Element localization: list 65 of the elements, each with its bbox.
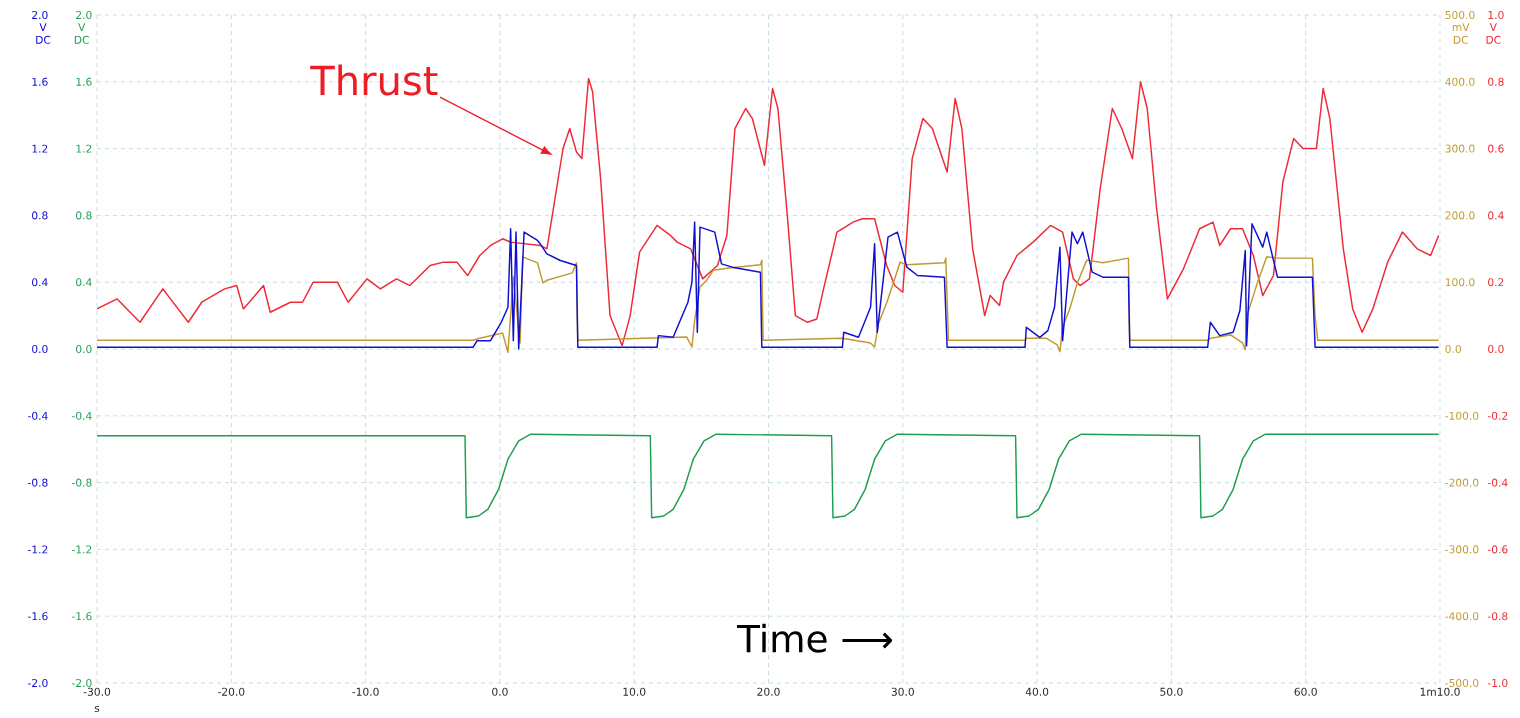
x-tick-label: -20.0 xyxy=(218,687,245,696)
y2-tick-label: 0.4 xyxy=(1488,211,1504,220)
x-tick-label: 30.0 xyxy=(891,687,914,696)
x-tick-label: 20.0 xyxy=(757,687,780,696)
line-series xyxy=(97,433,1440,519)
y-tick-label: 1.6 xyxy=(76,77,92,86)
y3-tick-label: 400.0 xyxy=(1445,77,1475,86)
x-axis-title: s xyxy=(94,705,100,713)
y2-tick-label: 0.2 xyxy=(1488,278,1504,287)
text: V DC xyxy=(36,23,51,44)
x-tick-label: 1m10.0 xyxy=(1420,687,1460,696)
x-tick-label: 40.0 xyxy=(1025,687,1049,696)
y2-tick-label: -0.8 xyxy=(1487,612,1508,621)
y-tick-label: -0.4 xyxy=(72,411,92,420)
text: 2.0 xyxy=(32,10,48,20)
x-tick-label: -10.0 xyxy=(352,687,379,696)
y-tick-label: 1.2 xyxy=(76,144,92,153)
y3-tick-label: 0.0 xyxy=(1445,344,1461,354)
text: -0.4 xyxy=(28,411,48,420)
y2-axis-title: V DC xyxy=(1486,23,1501,44)
y2-tick-label: 0.6 xyxy=(1488,144,1504,153)
text: 0.4 xyxy=(32,278,48,287)
annotation: Time ⟶ xyxy=(737,623,893,653)
y2-tick-label: -1.0 xyxy=(1487,678,1508,688)
y-tick-label: 0.0 xyxy=(76,344,92,354)
y3-tick-label: 300.0 xyxy=(1445,144,1475,153)
text: -1.6 xyxy=(28,612,48,621)
y2-tick-label: 1.0 xyxy=(1488,10,1504,20)
y3-tick-label: -500.0 xyxy=(1445,678,1479,688)
text: 0.0 xyxy=(32,344,48,354)
y3-tick-label: 200.0 xyxy=(1445,211,1475,220)
y2-tick-label: -0.4 xyxy=(1487,478,1508,487)
text: -0.8 xyxy=(28,478,48,487)
text: -2.0 xyxy=(28,678,48,688)
text: 1.2 xyxy=(32,144,48,153)
y-tick-label: -1.2 xyxy=(72,545,92,554)
y-tick-label: 2.0 xyxy=(76,10,92,20)
y-tick-label: -0.8 xyxy=(72,478,92,487)
text: 1.6 xyxy=(32,77,48,86)
x-tick-label: -30.0 xyxy=(83,687,111,696)
y2-tick-label: -0.2 xyxy=(1487,411,1508,420)
text: -1.2 xyxy=(28,545,48,554)
annotation: Thrust xyxy=(310,64,438,96)
x-tick-label: 0.0 xyxy=(492,687,508,696)
y3-tick-label: 100.0 xyxy=(1445,278,1475,287)
line-series xyxy=(97,221,1440,350)
y3-axis-title: mV DC xyxy=(1452,23,1470,44)
y-tick-label: 0.4 xyxy=(76,278,92,287)
y2-tick-label: 0.8 xyxy=(1488,77,1504,86)
y3-tick-label: -200.0 xyxy=(1445,478,1479,487)
x-tick-label: 10.0 xyxy=(623,687,646,696)
y2-tick-label: -0.6 xyxy=(1487,545,1508,554)
text: 0.8 xyxy=(32,211,48,220)
y3-tick-label: 500.0 xyxy=(1445,10,1475,20)
y-tick-label: -1.6 xyxy=(72,612,92,621)
y3-tick-label: -400.0 xyxy=(1445,612,1479,621)
y2-tick-label: 0.0 xyxy=(1488,344,1504,354)
y3-tick-label: -100.0 xyxy=(1445,411,1479,420)
x-tick-label: 60.0 xyxy=(1294,687,1317,696)
y3-tick-label: -300.0 xyxy=(1445,545,1479,554)
y-tick-label: -2.0 xyxy=(72,678,92,688)
y-tick-label: 0.8 xyxy=(76,211,92,220)
line-series xyxy=(97,256,1440,354)
y-axis-title: V DC xyxy=(74,23,89,44)
x-tick-label: 50.0 xyxy=(1160,687,1183,696)
